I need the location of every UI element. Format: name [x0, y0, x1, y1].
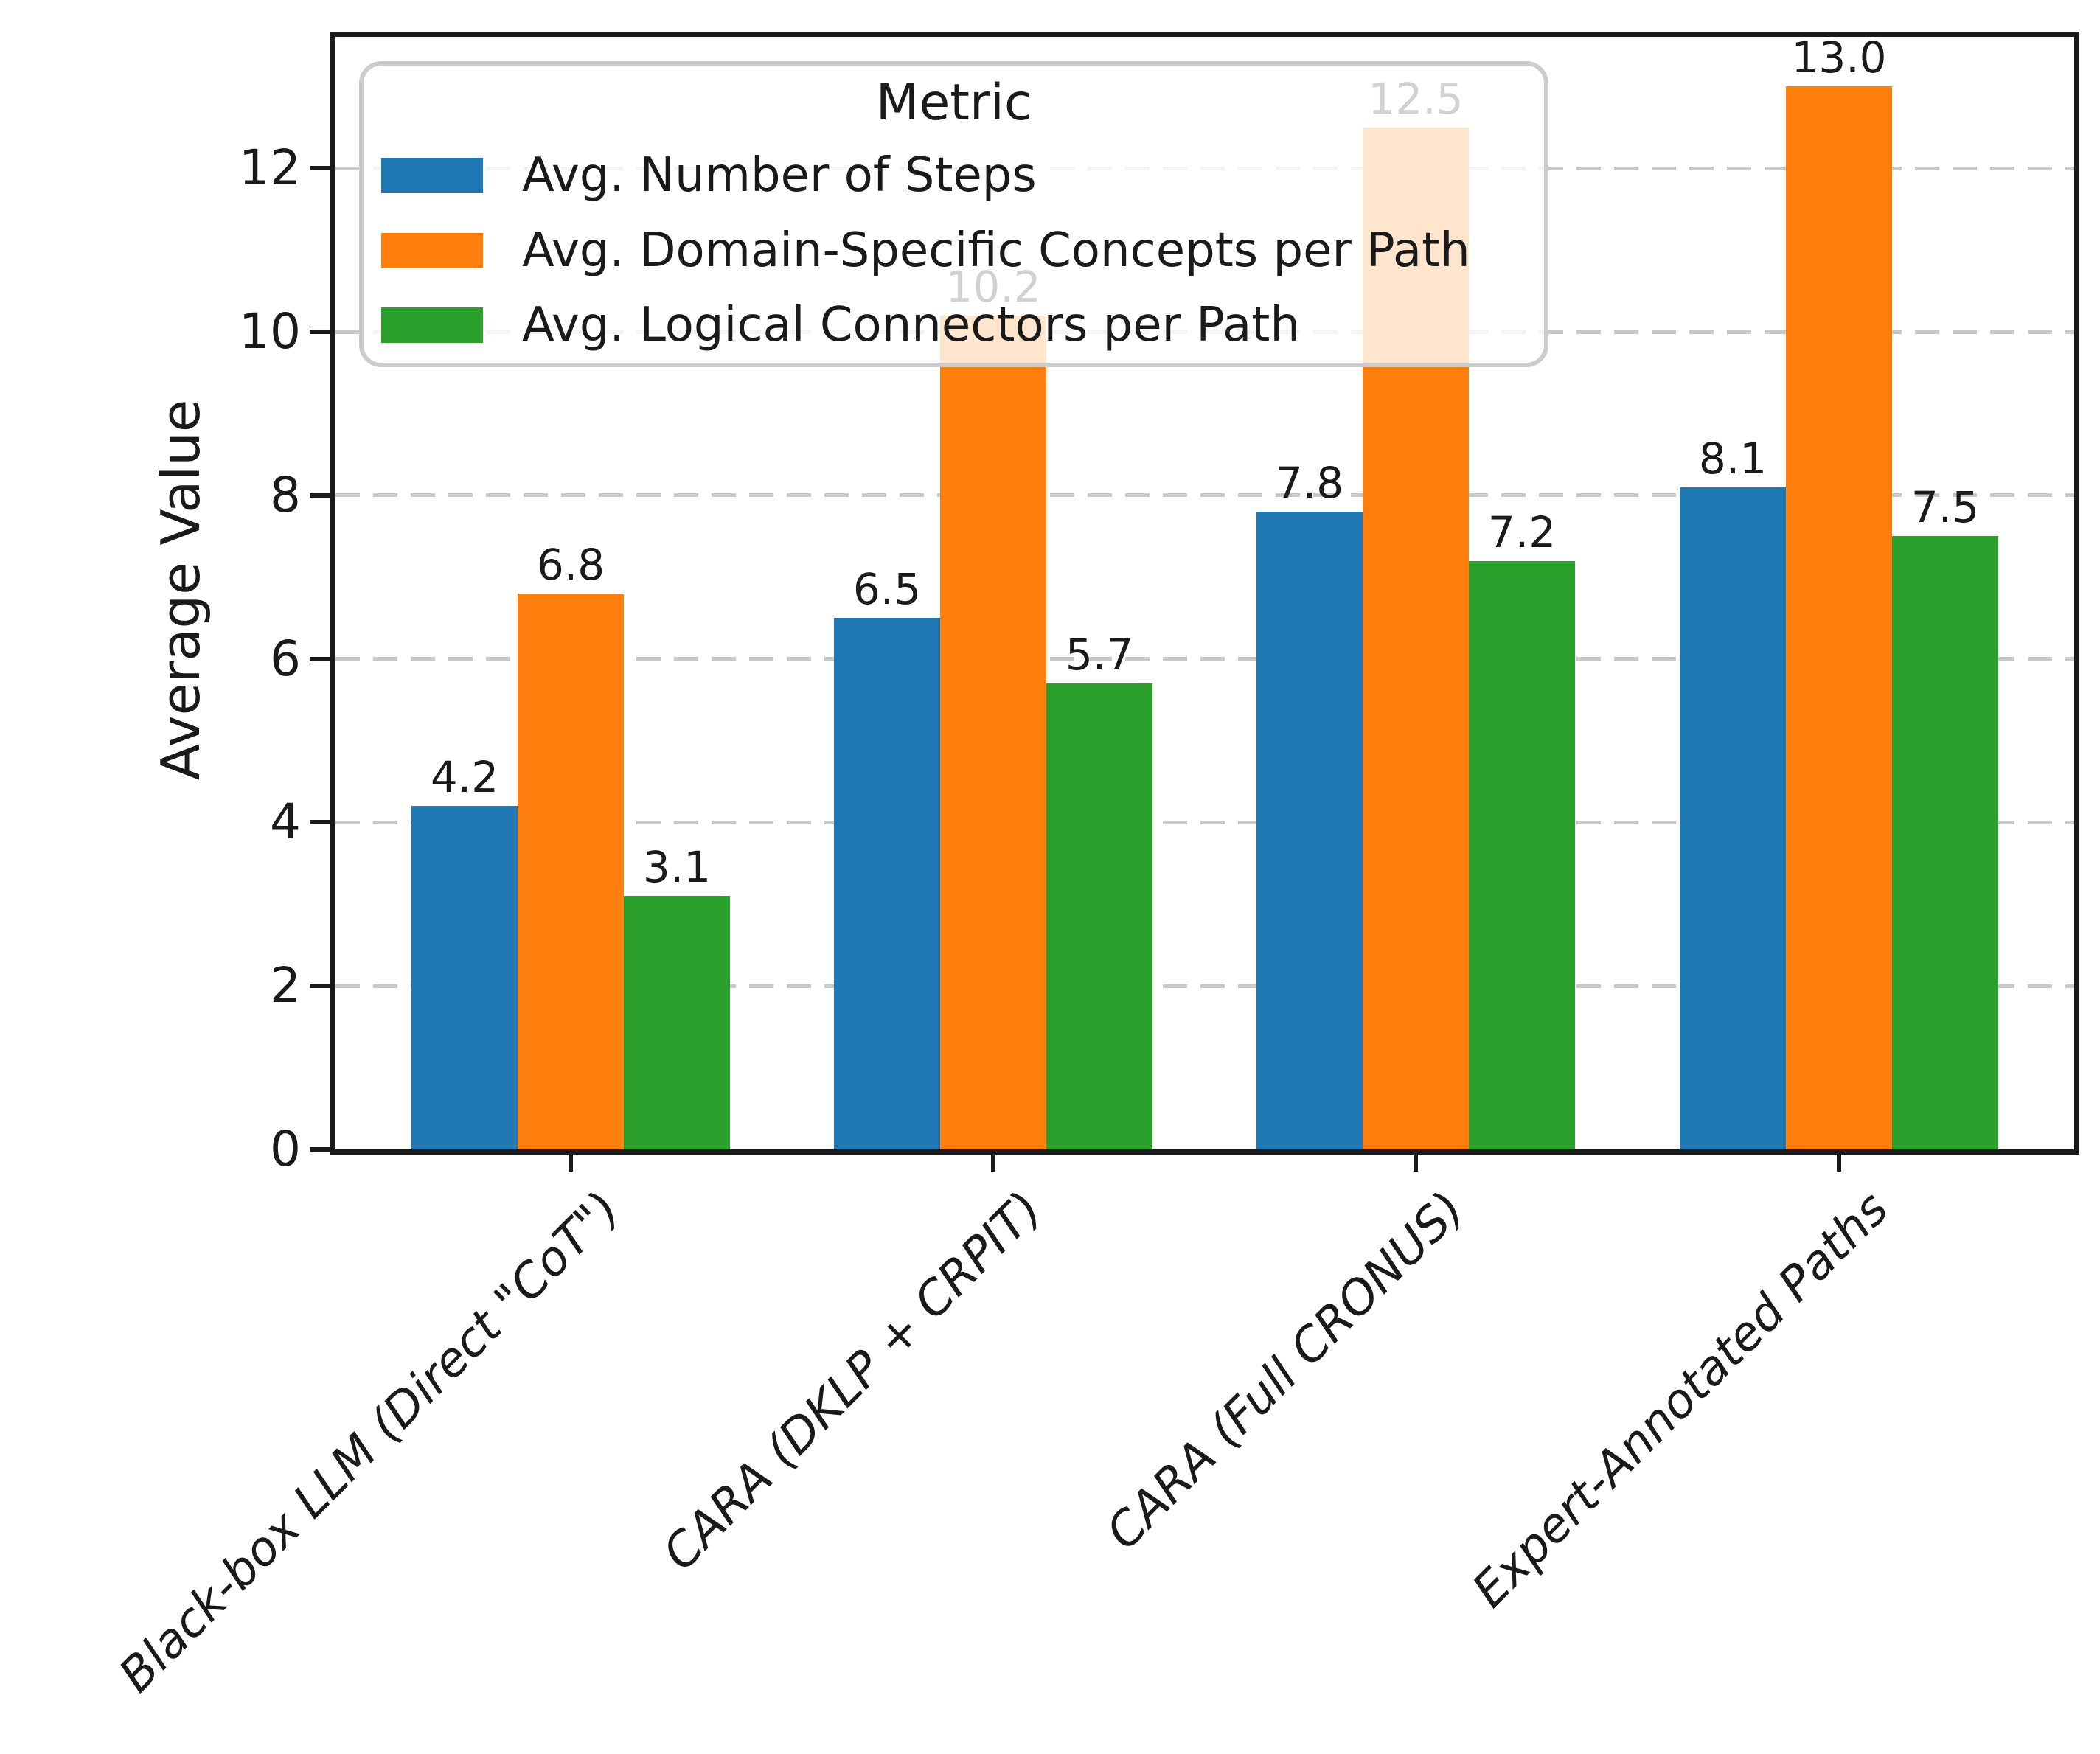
x-tick-label: CARA (DKLP + CRPIT)	[653, 1181, 1053, 1581]
legend-swatch-concepts	[381, 233, 483, 268]
legend-label-steps: Avg. Number of Steps	[522, 148, 1037, 203]
legend-swatch-steps	[381, 158, 483, 193]
y-axis-label: Average Value	[150, 399, 212, 781]
y-tick-mark	[310, 1147, 331, 1152]
bar	[624, 896, 730, 1149]
bar	[834, 618, 940, 1149]
gridline	[335, 493, 2074, 498]
bar-value-label: 6.5	[852, 564, 922, 615]
bar	[1680, 487, 1786, 1149]
bar	[940, 315, 1046, 1149]
bar	[518, 593, 624, 1149]
legend-label-concepts: Avg. Domain-Specific Concepts per Path	[522, 223, 1470, 278]
y-tick-label: 0	[270, 1121, 301, 1177]
x-tick-mark	[569, 1155, 573, 1172]
gridline	[335, 820, 2074, 824]
x-tick-mark	[1837, 1155, 1841, 1172]
x-tick-label: Expert-Annotated Paths	[1461, 1181, 1899, 1618]
bar	[1786, 86, 1892, 1149]
y-tick-label: 8	[270, 466, 301, 523]
bar	[1892, 536, 1998, 1149]
legend-title: Metric	[875, 74, 1032, 132]
legend-row: Avg. Domain-Specific Concepts per Path	[364, 226, 1544, 275]
bar	[411, 806, 518, 1149]
y-tick-mark	[310, 330, 331, 334]
bar-value-label: 7.5	[1910, 482, 1980, 533]
legend-row: Avg. Number of Steps	[364, 151, 1544, 200]
bar-value-label: 4.2	[430, 752, 499, 803]
legend-swatch-connectors	[381, 307, 483, 343]
y-tick-mark	[310, 656, 331, 661]
bar-value-label: 13.0	[1791, 32, 1887, 83]
gridline	[335, 657, 2074, 661]
y-tick-mark	[310, 493, 331, 498]
legend: Metric Avg. Number of Steps Avg. Domain-…	[359, 61, 1548, 367]
bar-value-label: 5.7	[1065, 629, 1134, 680]
x-tick-label: Black-box LLM (Direct "CoT")	[108, 1181, 630, 1703]
gridline	[335, 984, 2074, 988]
x-tick-mark	[1414, 1155, 1418, 1172]
legend-row: Avg. Logical Connectors per Path	[364, 301, 1544, 349]
legend-label-connectors: Avg. Logical Connectors per Path	[522, 298, 1300, 352]
bar	[1046, 683, 1152, 1149]
y-tick-mark	[310, 166, 331, 171]
x-tick-label: CARA (Full CRONUS)	[1096, 1181, 1475, 1561]
y-tick-label: 12	[239, 139, 301, 197]
bar-value-label: 8.1	[1698, 433, 1767, 484]
bar-value-label: 3.1	[642, 842, 712, 893]
bar-value-label: 6.8	[536, 539, 605, 590]
y-tick-label: 10	[239, 303, 301, 360]
y-tick-mark	[310, 820, 331, 825]
x-tick-mark	[991, 1155, 995, 1172]
y-tick-mark	[310, 984, 331, 989]
y-tick-label: 4	[270, 793, 301, 851]
bar	[1469, 560, 1575, 1149]
bar	[1256, 511, 1363, 1149]
bar-value-label: 7.2	[1487, 507, 1557, 557]
y-tick-label: 2	[270, 957, 301, 1015]
y-tick-label: 6	[270, 630, 301, 687]
bar-value-label: 7.8	[1275, 457, 1344, 508]
